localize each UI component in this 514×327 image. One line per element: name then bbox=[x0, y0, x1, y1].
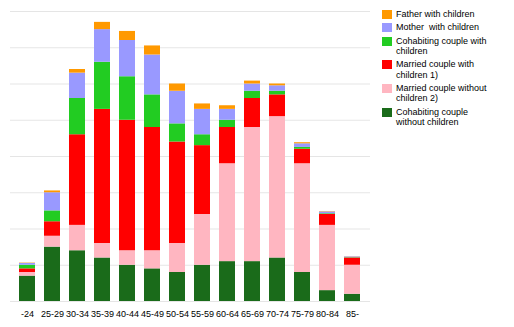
svg-text:-24: -24 bbox=[21, 309, 34, 319]
html-text:Married couple with children 1: Married couple with children 1) bbox=[396, 59, 474, 80]
html-text:Father with children: Father with children bbox=[396, 9, 475, 19]
html-text:Cohabiting couple with childre: Cohabiting couple with children bbox=[396, 35, 487, 56]
svg-text:50-54: 50-54 bbox=[166, 309, 189, 319]
svg-text:35-39: 35-39 bbox=[91, 309, 114, 319]
svg-text:80-84: 80-84 bbox=[316, 309, 339, 319]
svg-text:40-44: 40-44 bbox=[116, 309, 139, 319]
svg-text:55-59: 55-59 bbox=[191, 309, 214, 319]
svg-text:70-74: 70-74 bbox=[266, 309, 289, 319]
svg-text:65-69: 65-69 bbox=[241, 309, 264, 319]
html-text:Married couple without childre: Married couple without children 2) bbox=[396, 83, 487, 104]
svg-text:85-: 85- bbox=[346, 309, 359, 319]
svg-text:75-79: 75-79 bbox=[291, 309, 314, 319]
svg-text:60-64: 60-64 bbox=[216, 309, 239, 319]
svg-text:30-34: 30-34 bbox=[66, 309, 89, 319]
svg-text:25-29: 25-29 bbox=[41, 309, 64, 319]
svg-text:45-49: 45-49 bbox=[141, 309, 164, 319]
html-text:Mother with children: Mother with children bbox=[396, 22, 479, 33]
html-text:Cohabiting couple without chil: Cohabiting couple without children bbox=[396, 106, 469, 128]
